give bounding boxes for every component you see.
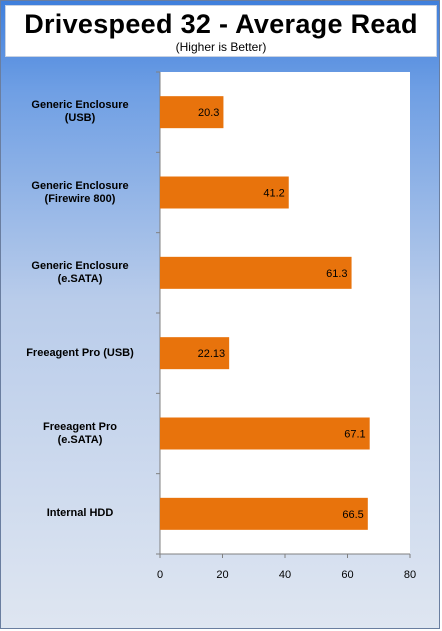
- plot-area: [160, 72, 410, 554]
- bar-value-label: 66.5: [342, 509, 363, 521]
- bar: [160, 96, 224, 129]
- bar: [160, 417, 370, 450]
- bar-value-label: 22.13: [198, 348, 226, 360]
- category-label: Generic Enclosure (USB): [31, 99, 129, 125]
- category-label: Internal HDD: [46, 507, 114, 520]
- title-band: Drivespeed 32 - Average Read (Higher is …: [5, 5, 437, 57]
- category-label: Freeagent Pro (e.SATA): [43, 420, 117, 446]
- category-label: Freeagent Pro (USB): [26, 346, 134, 359]
- bar-value-label: 67.1: [344, 429, 365, 441]
- bar: [160, 497, 368, 530]
- chart-subtitle: (Higher is Better): [175, 40, 267, 54]
- chart-title: Drivespeed 32 - Average Read: [24, 9, 418, 39]
- bar: [160, 176, 289, 209]
- x-tick-label: 20: [216, 569, 228, 581]
- x-tick-label: 0: [157, 569, 163, 581]
- x-tick-label: 60: [341, 569, 353, 581]
- x-tick-label: 40: [279, 569, 291, 581]
- bar: [160, 337, 230, 370]
- bar-value-label: 41.2: [263, 188, 284, 200]
- category-label: Generic Enclosure (Firewire 800): [31, 179, 129, 205]
- category-label: Generic Enclosure (e.SATA): [31, 259, 129, 285]
- bar-value-label: 20.3: [198, 107, 219, 119]
- bar: [160, 256, 352, 289]
- x-tick-label: 80: [404, 569, 416, 581]
- bar-value-label: 61.3: [326, 268, 347, 280]
